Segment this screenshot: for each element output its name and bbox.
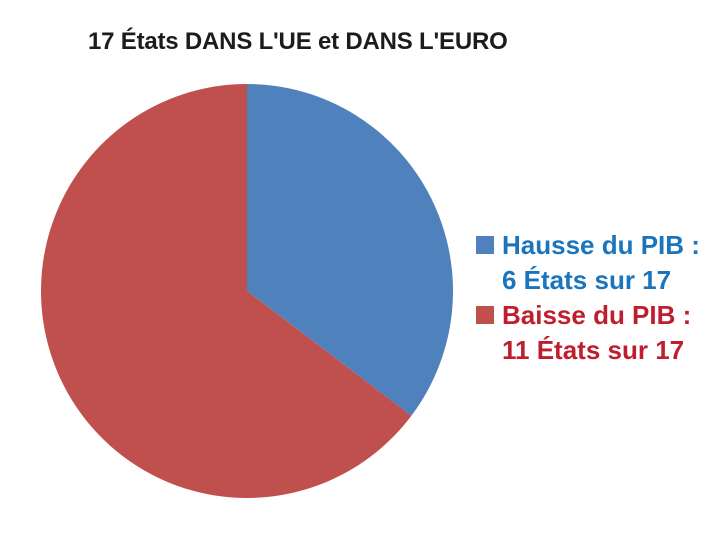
legend-text-baisse: Baisse du PIB : 11 États sur 17 — [502, 298, 691, 368]
legend-label-baisse-line2: 11 États sur 17 — [502, 335, 685, 365]
legend-item-hausse: Hausse du PIB : 6 États sur 17 — [476, 228, 714, 298]
legend-text-hausse: Hausse du PIB : 6 États sur 17 — [502, 228, 700, 298]
legend: Hausse du PIB : 6 États sur 17 Baisse du… — [476, 228, 714, 368]
pie-slice-hausse-du-pib — [247, 84, 453, 416]
legend-swatch-hausse-icon — [476, 236, 494, 254]
pie-chart — [41, 84, 453, 498]
legend-swatch-baisse-icon — [476, 306, 494, 324]
legend-item-baisse: Baisse du PIB : 11 États sur 17 — [476, 298, 714, 368]
pie-slice-baisse-du-pib — [41, 84, 412, 498]
legend-label-baisse-line1: Baisse du PIB : — [502, 300, 692, 330]
chart-title: 17 États DANS L'UE et DANS L'EURO — [88, 28, 508, 55]
legend-label-hausse-line2: 6 États sur 17 — [502, 265, 672, 295]
legend-label-hausse-line1: Hausse du PIB : — [502, 230, 700, 260]
